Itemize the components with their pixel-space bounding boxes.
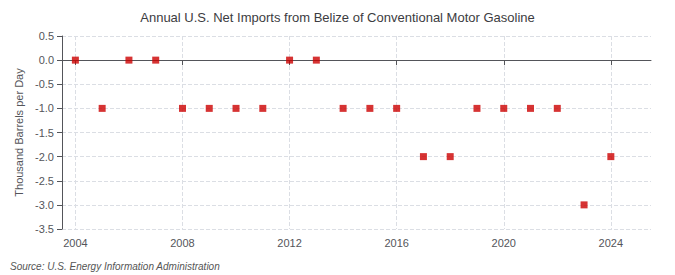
svg-text:-0.5: -0.5: [35, 78, 54, 90]
svg-text:Thousand Barrels per Day: Thousand Barrels per Day: [13, 68, 25, 197]
svg-text:2024: 2024: [599, 237, 623, 249]
svg-text:-1.0: -1.0: [35, 102, 54, 114]
svg-text:0.0: 0.0: [39, 54, 54, 66]
svg-text:-2.5: -2.5: [35, 175, 54, 187]
svg-text:0.5: 0.5: [39, 30, 54, 42]
svg-text:2016: 2016: [384, 237, 408, 249]
svg-text:2020: 2020: [492, 237, 516, 249]
svg-text:-1.5: -1.5: [35, 127, 54, 139]
svg-text:2004: 2004: [63, 237, 87, 249]
svg-text:Annual U.S. Net Imports from B: Annual U.S. Net Imports from Belize of C…: [140, 10, 535, 25]
svg-text:-2.0: -2.0: [35, 151, 54, 163]
svg-text:2012: 2012: [277, 237, 301, 249]
svg-text:Source: U.S. Energy Informatio: Source: U.S. Energy Information Administ…: [10, 261, 220, 272]
svg-text:-3.5: -3.5: [35, 223, 54, 235]
svg-text:2008: 2008: [170, 237, 194, 249]
svg-text:-3.0: -3.0: [35, 199, 54, 211]
